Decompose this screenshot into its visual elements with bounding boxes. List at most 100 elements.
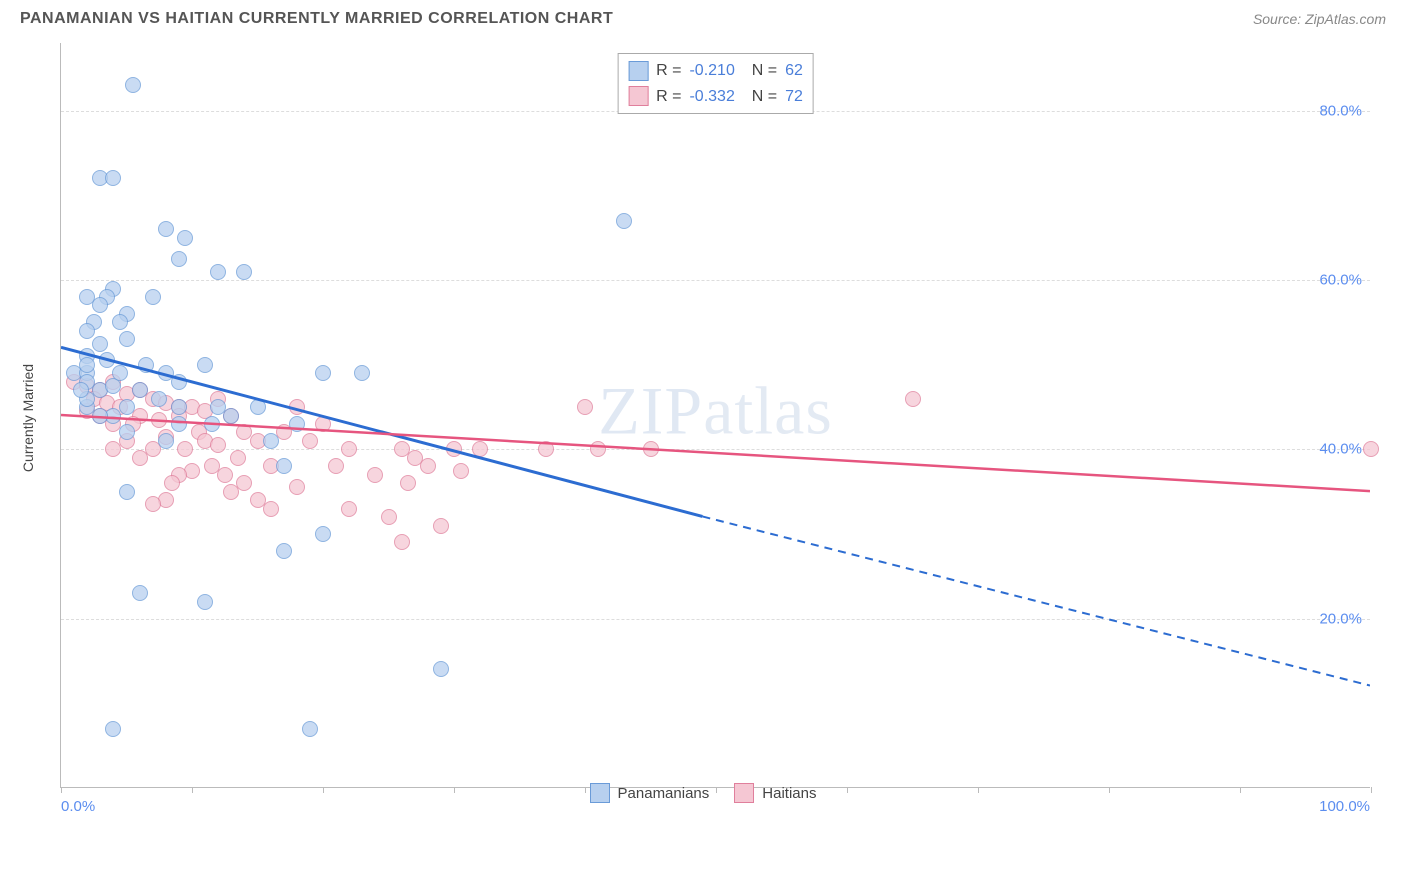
panamanians-point <box>236 264 252 280</box>
panamanians-legend-swatch <box>590 783 610 803</box>
panamanians-point <box>289 416 305 432</box>
haitians-point <box>538 441 554 457</box>
chart-container: Currently Married ZIPatlas R = -0.210 N … <box>20 33 1386 803</box>
plot-area: ZIPatlas R = -0.210 N = 62 R = -0.332 N … <box>60 43 1370 788</box>
haitians-point <box>315 416 331 432</box>
stats-legend: R = -0.210 N = 62 R = -0.332 N = 72 <box>617 53 814 114</box>
haitians-point <box>145 496 161 512</box>
haitians-point <box>341 441 357 457</box>
haitians-n-value: 72 <box>785 84 803 110</box>
panamanians-point <box>171 251 187 267</box>
panamanians-point <box>315 365 331 381</box>
haitians-point <box>446 441 462 457</box>
panamanians-point <box>105 170 121 186</box>
haitians-point <box>400 475 416 491</box>
haitians-point <box>289 399 305 415</box>
panamanians-point <box>171 399 187 415</box>
haitians-point <box>905 391 921 407</box>
panamanians-point <box>171 374 187 390</box>
panamanians-point <box>92 297 108 313</box>
haitians-point <box>328 458 344 474</box>
panamanians-point <box>204 416 220 432</box>
haitians-point <box>394 534 410 550</box>
panamanians-point <box>92 336 108 352</box>
panamanians-point <box>276 458 292 474</box>
panamanians-point <box>302 721 318 737</box>
panamanians-point <box>276 543 292 559</box>
panamanians-point <box>132 585 148 601</box>
haitians-point <box>433 518 449 534</box>
panamanians-point <box>145 289 161 305</box>
panamanians-point <box>433 661 449 677</box>
panamanians-point <box>112 314 128 330</box>
haitians-point <box>289 479 305 495</box>
haitians-point <box>217 467 233 483</box>
panamanians-r-value: -0.210 <box>689 58 734 84</box>
y-tick-label: 20.0% <box>1319 610 1362 627</box>
panamanians-point <box>119 424 135 440</box>
panamanians-point <box>223 408 239 424</box>
haitians-r-value: -0.332 <box>689 84 734 110</box>
panamanians-point <box>354 365 370 381</box>
panamanians-point <box>171 416 187 432</box>
y-tick-label: 60.0% <box>1319 272 1362 289</box>
source-label: Source: ZipAtlas.com <box>1253 11 1386 27</box>
panamanians-point <box>125 77 141 93</box>
panamanians-point <box>210 264 226 280</box>
haitians-point <box>341 501 357 517</box>
gridline <box>61 280 1370 281</box>
haitians-point <box>381 509 397 525</box>
panamanians-point <box>119 331 135 347</box>
panamanians-legend-label: Panamanians <box>618 785 710 802</box>
haitians-point <box>453 463 469 479</box>
haitians-point <box>105 441 121 457</box>
haitians-swatch <box>628 86 648 106</box>
panamanians-point <box>158 221 174 237</box>
haitians-point <box>420 458 436 474</box>
haitians-point <box>177 441 193 457</box>
haitians-point <box>590 441 606 457</box>
haitians-legend-label: Haitians <box>762 785 816 802</box>
panamanians-point <box>132 382 148 398</box>
y-tick-label: 40.0% <box>1319 441 1362 458</box>
gridline <box>61 619 1370 620</box>
haitians-point <box>210 437 226 453</box>
panamanians-point <box>99 352 115 368</box>
haitians-point <box>230 450 246 466</box>
panamanians-n-value: 62 <box>785 58 803 84</box>
panamanians-point <box>79 357 95 373</box>
panamanians-point <box>119 484 135 500</box>
haitians-point <box>151 412 167 428</box>
panamanians-point <box>112 365 128 381</box>
haitians-point <box>263 501 279 517</box>
panamanians-point <box>138 357 154 373</box>
panamanians-point <box>250 399 266 415</box>
panamanians-point <box>92 408 108 424</box>
haitians-point <box>302 433 318 449</box>
haitians-point <box>643 441 659 457</box>
y-tick-label: 80.0% <box>1319 102 1362 119</box>
haitians-point <box>472 441 488 457</box>
haitians-point <box>223 484 239 500</box>
watermark: ZIPatlas <box>598 372 833 451</box>
panamanians-point <box>315 526 331 542</box>
haitians-legend-swatch <box>734 783 754 803</box>
gridline <box>61 449 1370 450</box>
panamanians-point <box>263 433 279 449</box>
panamanians-point <box>105 721 121 737</box>
panamanians-point <box>197 594 213 610</box>
panamanians-point <box>79 323 95 339</box>
haitians-point <box>577 399 593 415</box>
panamanians-point <box>197 357 213 373</box>
panamanians-point <box>73 382 89 398</box>
panamanians-point <box>177 230 193 246</box>
haitians-point <box>367 467 383 483</box>
haitians-point <box>164 475 180 491</box>
chart-title: PANAMANIAN VS HAITIAN CURRENTLY MARRIED … <box>20 10 613 28</box>
panamanians-point <box>151 391 167 407</box>
panamanians-swatch <box>628 61 648 81</box>
series-legend: Panamanians Haitians <box>20 783 1386 803</box>
haitians-point <box>1363 441 1379 457</box>
panamanians-point <box>158 433 174 449</box>
haitians-point <box>132 450 148 466</box>
